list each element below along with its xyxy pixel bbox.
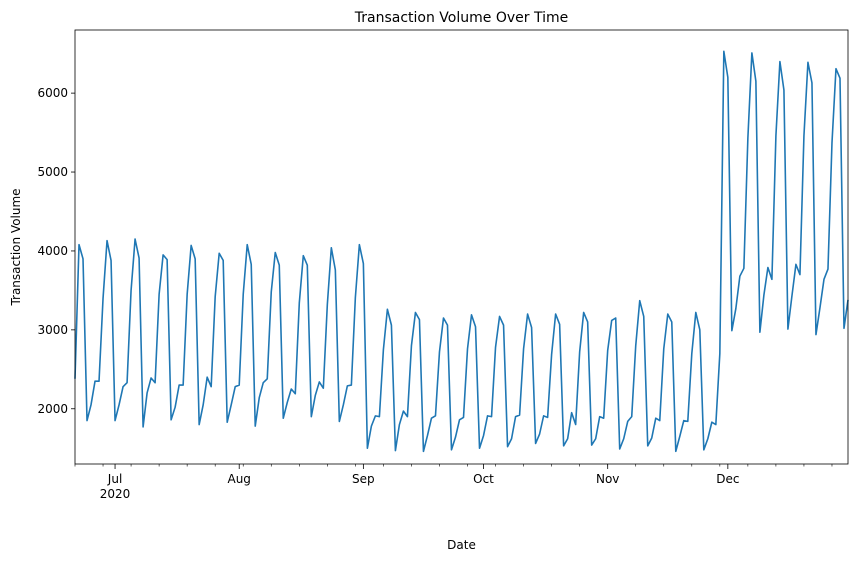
x-axis-label: Date	[447, 538, 476, 552]
chart-title: Transaction Volume Over Time	[354, 10, 568, 26]
y-tick-label: 4000	[37, 244, 68, 258]
y-tick-label: 6000	[37, 86, 68, 100]
x-tick-year-label: 2020	[100, 487, 131, 501]
y-tick-label: 5000	[37, 165, 68, 179]
y-axis-label: Transaction Volume	[9, 188, 23, 306]
y-axis: 2000 3000 4000 5000 6000	[37, 86, 75, 416]
y-tick-label: 2000	[37, 402, 68, 416]
series-line-0	[74, 50, 849, 453]
x-tick-label: Sep	[352, 472, 375, 486]
axes-frame	[74, 29, 849, 465]
y-tick-label: 3000	[37, 323, 68, 337]
x-tick-label: Dec	[716, 472, 739, 486]
x-tick-label: Aug	[227, 472, 250, 486]
x-tick-label: Oct	[473, 472, 494, 486]
x-tick-label: Nov	[596, 472, 619, 486]
plot-area	[74, 50, 849, 453]
x-tick-label: Jul	[107, 472, 122, 486]
